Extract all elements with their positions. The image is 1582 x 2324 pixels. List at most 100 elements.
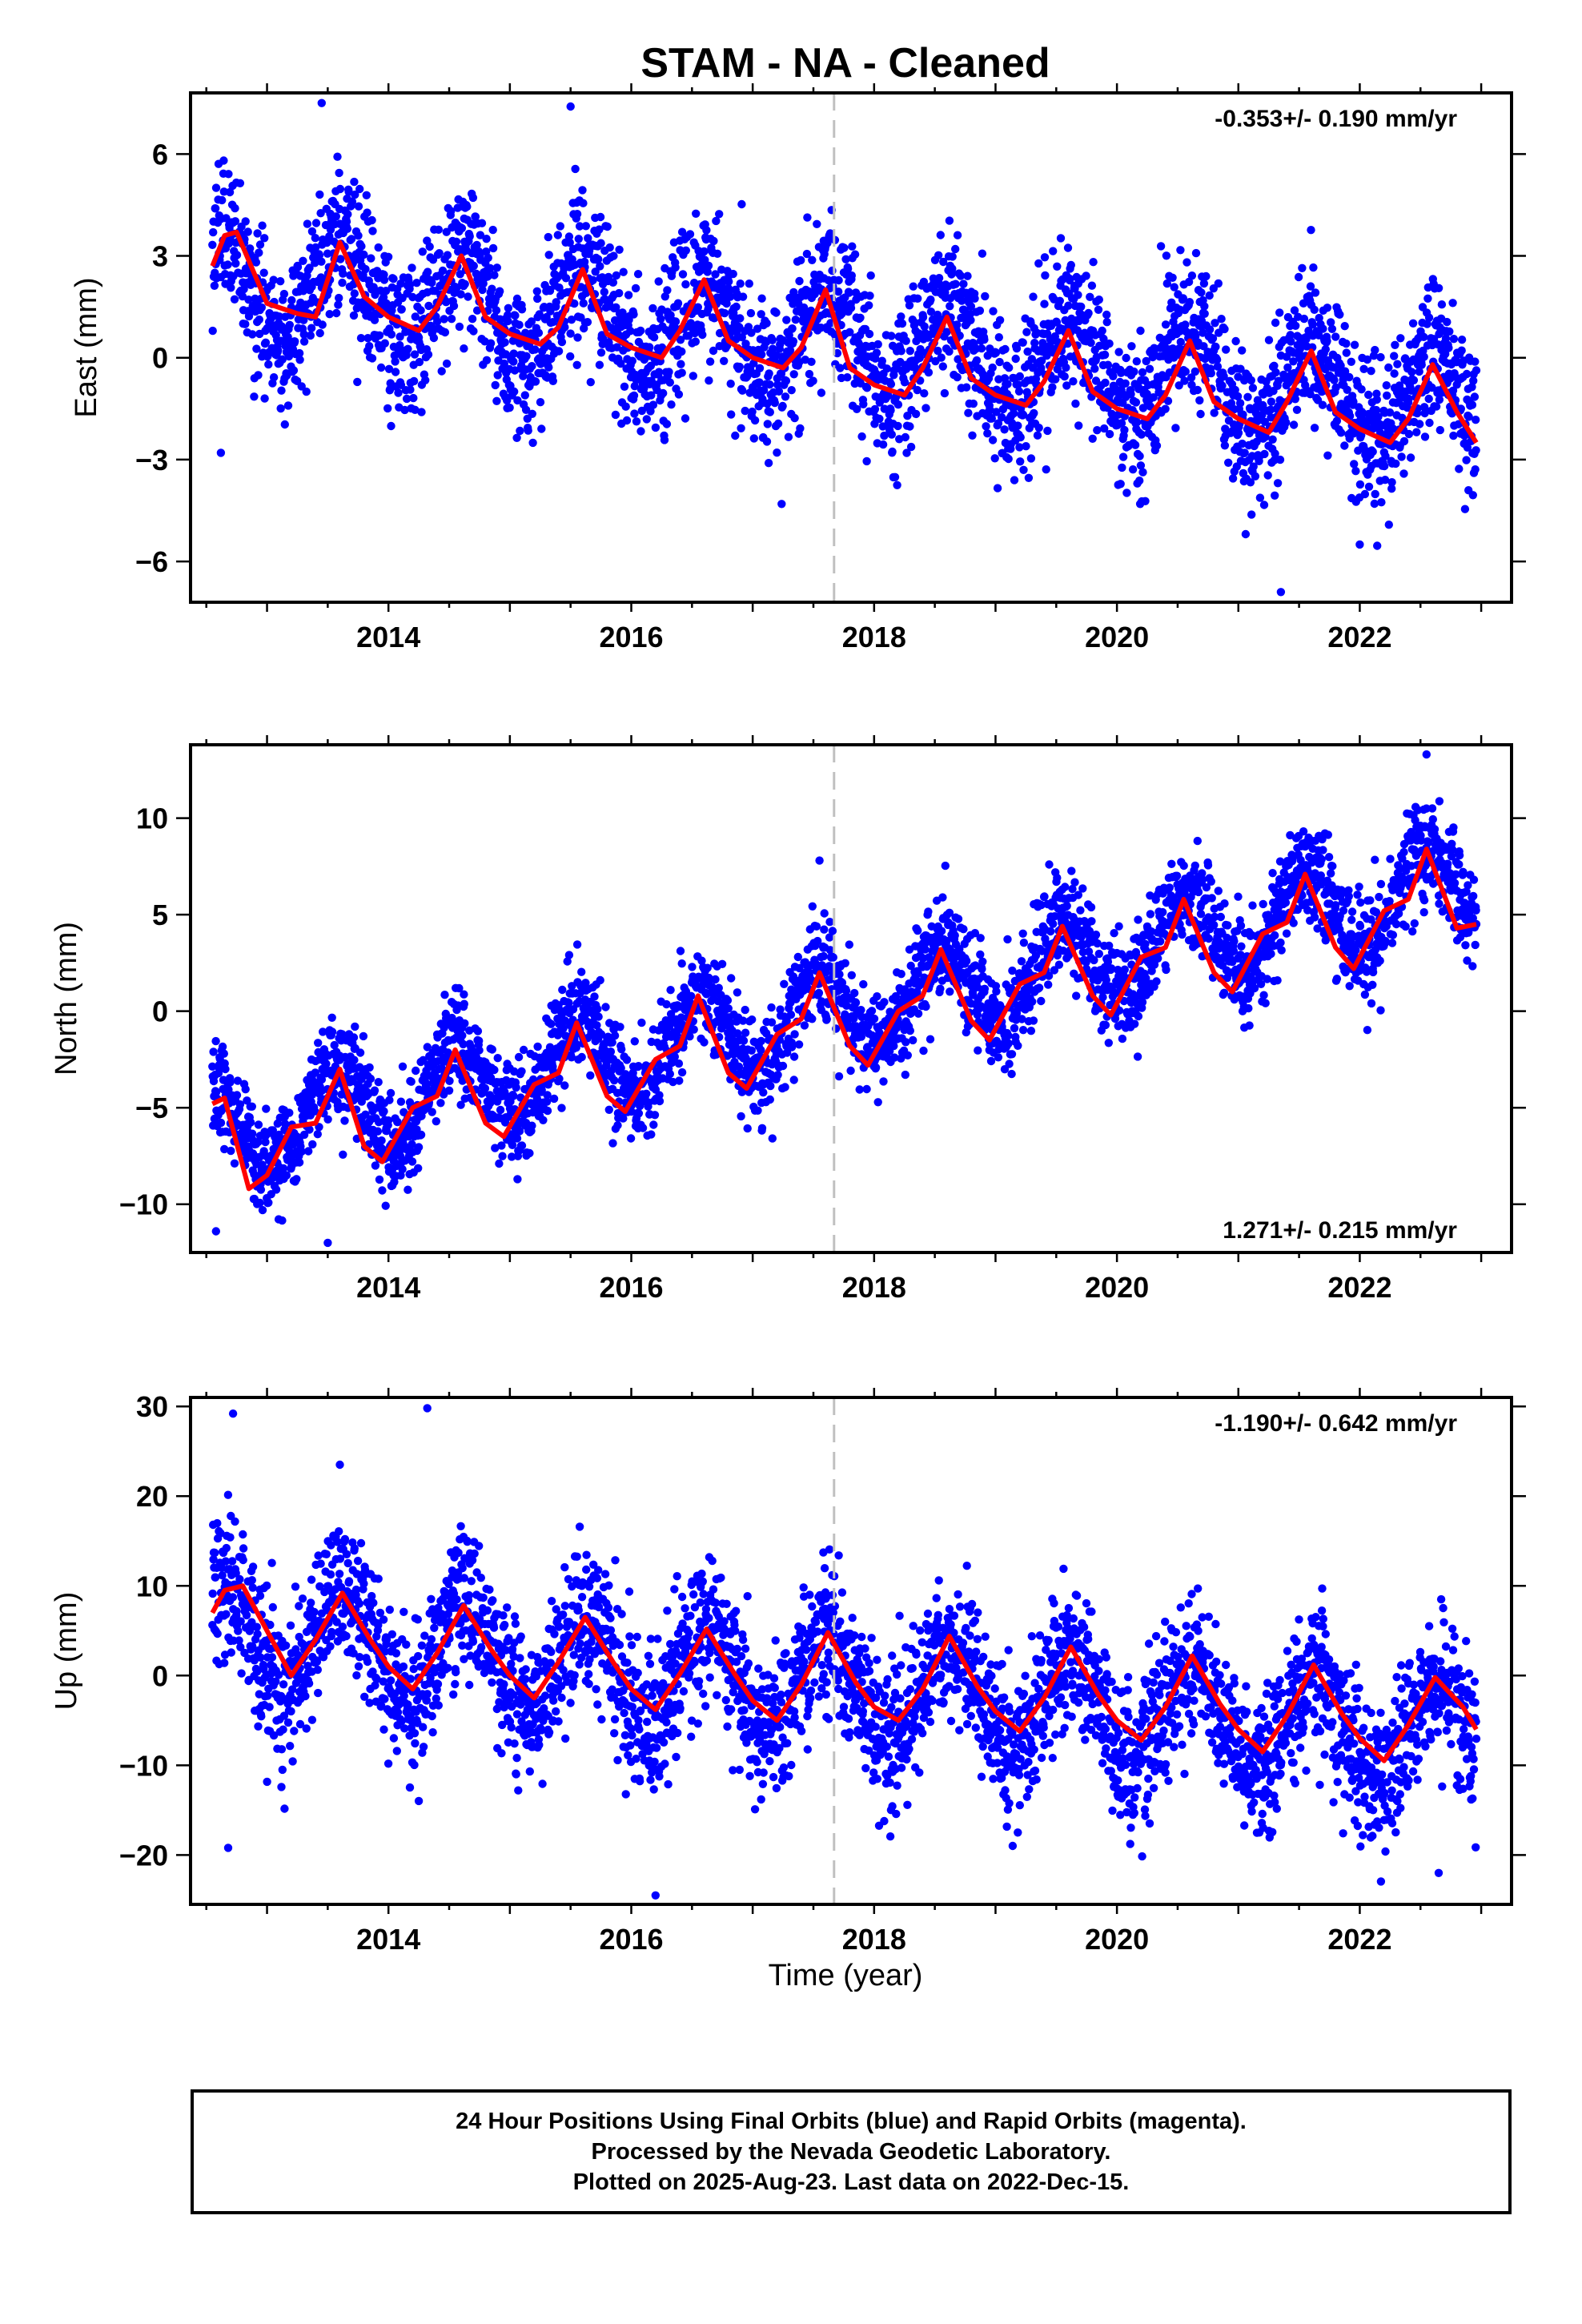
east-data-point bbox=[615, 245, 624, 254]
east-data-point bbox=[834, 287, 843, 296]
north-data-point bbox=[340, 1116, 349, 1125]
east-data-point bbox=[630, 409, 639, 418]
north-data-point bbox=[383, 1116, 393, 1125]
north-data-point bbox=[703, 963, 712, 972]
east-data-point bbox=[1332, 416, 1342, 425]
east-data-point bbox=[1211, 342, 1220, 352]
north-data-point bbox=[741, 1028, 750, 1037]
east-data-point bbox=[726, 380, 735, 388]
east-data-point bbox=[1131, 398, 1141, 407]
east-data-point bbox=[560, 323, 569, 332]
east-data-point bbox=[966, 316, 975, 324]
east-data-point bbox=[534, 328, 544, 337]
east-data-point bbox=[347, 235, 356, 243]
east-data-point bbox=[576, 283, 585, 292]
east-data-point bbox=[303, 219, 312, 228]
east-data-point bbox=[753, 324, 762, 333]
north-data-point bbox=[408, 1140, 416, 1149]
north-data-point bbox=[596, 975, 604, 985]
east-data-point bbox=[877, 356, 887, 365]
east-data-point bbox=[748, 407, 757, 416]
east-data-point bbox=[250, 392, 259, 401]
east-data-point bbox=[1136, 326, 1145, 336]
east-data-point bbox=[934, 274, 944, 283]
north-data-point bbox=[674, 1059, 684, 1068]
east-data-point bbox=[404, 344, 412, 353]
east-data-point bbox=[557, 337, 567, 347]
east-data-point bbox=[1030, 408, 1038, 418]
east-data-point bbox=[355, 184, 364, 194]
east-data-point bbox=[468, 315, 477, 324]
east-data-point bbox=[258, 221, 267, 230]
east-data-point bbox=[248, 330, 257, 339]
east-data-point bbox=[1412, 428, 1421, 436]
east-data-point bbox=[438, 266, 448, 275]
north-data-point bbox=[533, 1042, 542, 1051]
east-data-point bbox=[359, 250, 368, 259]
east-data-point bbox=[241, 320, 250, 328]
east-data-point bbox=[966, 302, 976, 311]
east-data-point bbox=[924, 368, 934, 377]
east-data-point bbox=[1213, 362, 1223, 371]
east-data-point bbox=[1289, 420, 1299, 429]
east-data-point bbox=[692, 209, 701, 218]
east-data-point bbox=[283, 332, 292, 341]
east-data-point bbox=[951, 279, 960, 288]
north-data-point bbox=[525, 1148, 534, 1158]
east-data-point bbox=[1321, 345, 1331, 354]
east-data-point bbox=[1266, 405, 1275, 414]
north-data-point bbox=[407, 1077, 416, 1086]
east-data-point bbox=[574, 235, 583, 243]
east-data-point bbox=[1331, 383, 1340, 392]
east-data-point bbox=[581, 222, 590, 231]
east-data-point bbox=[464, 292, 472, 301]
east-data-point bbox=[1449, 335, 1459, 344]
east-data-point bbox=[836, 364, 845, 372]
north-data-point bbox=[662, 999, 671, 1009]
east-data-point bbox=[317, 257, 326, 266]
east-data-point bbox=[1424, 394, 1433, 404]
east-data-point bbox=[1376, 352, 1385, 362]
east-data-point bbox=[897, 319, 907, 328]
east-data-point bbox=[1122, 489, 1131, 497]
east-data-point bbox=[787, 386, 796, 395]
north-data-point bbox=[700, 1038, 709, 1047]
east-data-point bbox=[1211, 319, 1219, 328]
north-data-point bbox=[323, 1115, 332, 1124]
east-data-point bbox=[1287, 337, 1295, 346]
east-data-point bbox=[732, 302, 741, 312]
east-data-point bbox=[1302, 335, 1311, 344]
east-data-point bbox=[1015, 372, 1025, 381]
north-data-point bbox=[256, 1185, 266, 1194]
east-data-point bbox=[522, 352, 531, 360]
north-data-point bbox=[297, 1147, 306, 1156]
east-data-point bbox=[552, 298, 560, 307]
east-data-point bbox=[886, 406, 895, 415]
east-data-point bbox=[737, 424, 745, 432]
north-data-point bbox=[436, 1099, 445, 1108]
east-data-point bbox=[1274, 376, 1283, 385]
east-data-point bbox=[677, 347, 686, 356]
east-data-point bbox=[1415, 420, 1424, 428]
north-data-point bbox=[519, 1045, 528, 1055]
east-data-point bbox=[338, 278, 347, 287]
east-data-point bbox=[1053, 262, 1062, 271]
east-data-point bbox=[1263, 471, 1272, 480]
north-data-point bbox=[226, 1078, 235, 1087]
east-data-point bbox=[1018, 338, 1027, 347]
east-data-point bbox=[671, 317, 681, 326]
east-data-point bbox=[1122, 353, 1130, 363]
east-data-point bbox=[428, 278, 436, 287]
north-data-point bbox=[381, 1201, 390, 1210]
east-x-tick-label: 2018 bbox=[842, 621, 906, 653]
east-data-point bbox=[1291, 321, 1300, 330]
north-data-point bbox=[512, 1134, 522, 1143]
east-data-point bbox=[913, 385, 922, 395]
east-data-point bbox=[276, 277, 285, 286]
north-data-point bbox=[261, 1137, 270, 1147]
east-data-point bbox=[983, 351, 992, 360]
east-data-point bbox=[1015, 443, 1024, 452]
east-data-point bbox=[415, 357, 424, 367]
east-data-point bbox=[1063, 243, 1073, 252]
